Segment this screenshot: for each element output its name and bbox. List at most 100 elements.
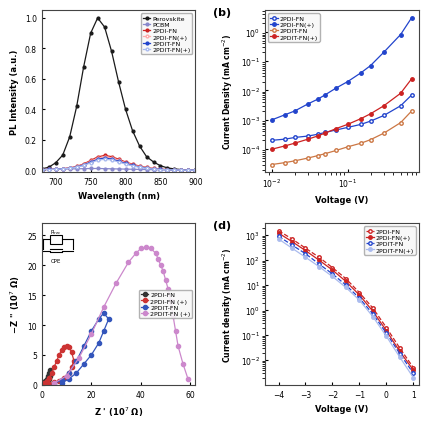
Line: 2PDI-FN(+): 2PDI-FN(+)	[276, 232, 414, 372]
PCBM	[130, 167, 135, 173]
X-axis label: Voltage (V): Voltage (V)	[314, 195, 368, 204]
2PDIT-FN	[164, 168, 170, 173]
Line: 2PDI-FN: 2PDI-FN	[41, 368, 52, 386]
2PDIT-FN(+)	[95, 158, 100, 164]
2PDIT-FN	[81, 362, 86, 367]
2PDI-FN	[291, 135, 296, 141]
2PDIT-FN(+)	[60, 167, 65, 172]
2PDIT-FN(+)	[408, 77, 413, 82]
PCBM	[144, 167, 149, 173]
2PDI-FN	[46, 371, 52, 376]
2PDIT-FN(+)	[282, 144, 287, 149]
2PDIT-FN(+)	[329, 274, 334, 279]
2PDI-FN(+)	[302, 248, 307, 253]
2PDI-FN	[269, 138, 274, 144]
Line: 2PDI-FN: 2PDI-FN	[40, 155, 196, 172]
2PDI-FN	[47, 374, 52, 379]
2PDI-FN(+)	[39, 167, 44, 173]
2PDIT-FN	[369, 312, 374, 317]
2PDI-FN	[46, 167, 51, 173]
2PDIT-FN (+)	[165, 287, 170, 292]
2PDIT-FN(+)	[158, 167, 163, 173]
2PDIT-FN	[81, 344, 86, 349]
2PDI-FN(+)	[74, 165, 79, 170]
2PDI-FN (+)	[56, 378, 61, 383]
2PDI-FN(+)	[95, 156, 100, 161]
2PDIT-FN	[193, 168, 198, 173]
2PDI-FN(+)	[329, 268, 334, 273]
PCBM	[74, 167, 79, 172]
2PDIT-FN(+)	[137, 165, 142, 170]
Perovskite	[88, 32, 93, 37]
2PDIT-FN(+)	[123, 162, 128, 167]
2PDIT-FN	[96, 317, 101, 322]
PCBM	[185, 168, 190, 173]
2PDIT-FN(+)	[193, 168, 198, 173]
2PDI-FN(+)	[322, 93, 327, 98]
2PDI-FN	[383, 325, 388, 330]
2PDI-FN(+)	[123, 161, 128, 166]
2PDIT-FN	[383, 331, 388, 336]
2PDIT-FN	[88, 160, 93, 165]
PCBM	[53, 167, 58, 173]
2PDIT-FN (+)	[158, 263, 163, 268]
2PDI-FN	[137, 164, 142, 169]
2PDIT-FN (+)	[175, 344, 180, 349]
Line: 2PDIT-FN: 2PDIT-FN	[40, 157, 196, 172]
2PDIT-FN	[396, 351, 401, 357]
2PDIT-FN	[367, 138, 372, 143]
2PDIT-FN	[52, 381, 57, 386]
2PDIT-FN(+)	[144, 167, 149, 172]
PCBM	[67, 167, 72, 172]
Legend: 2PDI-FN, 2PDI-FN(+), 2PDIT-FN, 2PDIT-FN(+): 2PDI-FN, 2PDI-FN(+), 2PDIT-FN, 2PDIT-FN(…	[268, 14, 319, 43]
2PDI-FN(+)	[343, 279, 348, 284]
2PDIT-FN	[410, 371, 415, 376]
2PDIT-FN	[137, 165, 142, 170]
PCBM	[137, 167, 142, 173]
2PDIT-FN(+)	[344, 123, 349, 128]
2PDI-FN(+)	[164, 168, 170, 173]
2PDI-FN	[48, 371, 53, 376]
2PDI-FN(+)	[396, 349, 401, 354]
2PDIT-FN(+)	[380, 104, 386, 109]
2PDIT-FN(+)	[116, 160, 121, 165]
2PDIT-FN	[74, 371, 79, 376]
2PDIT-FN	[53, 167, 58, 173]
2PDIT-FN(+)	[185, 168, 190, 173]
2PDI-FN	[109, 155, 114, 160]
2PDIT-FN(+)	[53, 167, 58, 173]
Perovskite	[158, 164, 163, 169]
2PDIT-FN	[95, 158, 100, 163]
2PDIT-FN	[358, 141, 363, 147]
2PDI-FN	[95, 155, 100, 160]
2PDIT-FN(+)	[164, 168, 170, 173]
2PDIT-FN(+)	[269, 147, 274, 153]
2PDI-FN	[40, 382, 46, 387]
2PDI-FN	[60, 167, 65, 172]
2PDI-FN(+)	[172, 168, 177, 173]
2PDI-FN(+)	[291, 109, 296, 114]
2PDIT-FN(+)	[109, 158, 114, 163]
2PDIT-FN(+)	[316, 265, 321, 270]
Legend: 2PDI-FN, 2PDI-FN(+), 2PDIT-FN, 2PDIT-FN(+): 2PDI-FN, 2PDI-FN(+), 2PDIT-FN, 2PDIT-FN(…	[363, 227, 414, 255]
2PDI-FN(+)	[178, 168, 184, 173]
2PDI-FN	[116, 157, 121, 162]
2PDI-FN(+)	[282, 113, 287, 118]
2PDI-FN	[396, 346, 401, 351]
2PDI-FN(+)	[314, 98, 320, 103]
2PDIT-FN	[329, 272, 334, 277]
2PDIT-FN	[316, 262, 321, 267]
2PDIT-FN	[102, 156, 107, 161]
2PDI-FN (+)	[66, 371, 72, 376]
2PDI-FN	[158, 167, 163, 172]
2PDI-FN	[369, 306, 374, 311]
2PDIT-FN(+)	[130, 164, 135, 169]
2PDI-FN(+)	[144, 166, 149, 171]
2PDIT-FN	[74, 165, 79, 170]
2PDIT-FN	[344, 145, 349, 150]
2PDI-FN (+)	[71, 359, 76, 364]
2PDIT-FN	[356, 296, 361, 301]
2PDI-FN(+)	[53, 167, 58, 172]
2PDI-FN	[130, 162, 135, 167]
2PDI-FN (+)	[42, 382, 47, 387]
